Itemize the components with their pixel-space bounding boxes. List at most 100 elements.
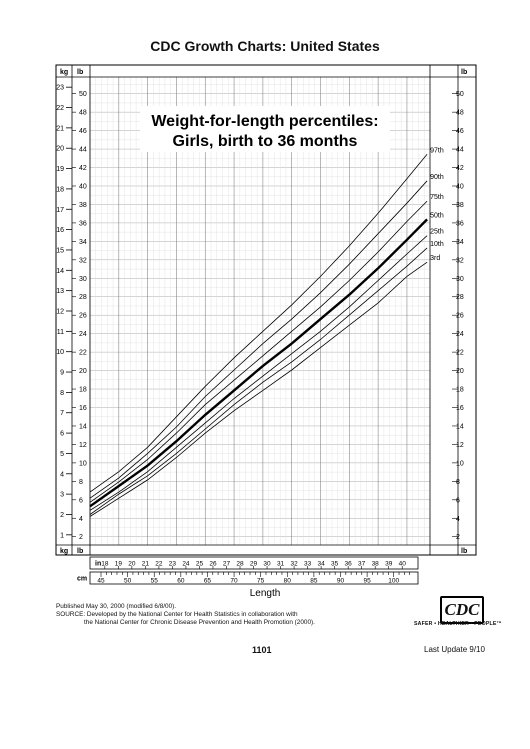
kg-tick-label: 17 xyxy=(56,207,64,214)
percentile-label-25th: 25th xyxy=(430,229,444,236)
cm-tick-label: 65 xyxy=(204,578,212,585)
percentile-label-3rd: 3rd xyxy=(430,255,440,262)
kg-tick-label: 19 xyxy=(56,166,64,173)
lb-tick-label-right: 6 xyxy=(456,497,460,504)
inch-tick-label: 24 xyxy=(182,561,190,568)
inch-tick-label: 25 xyxy=(196,561,204,568)
inch-tick-label: 39 xyxy=(385,561,393,568)
lb-tick-label-left: 34 xyxy=(79,239,87,246)
chart-title-box: Weight-for-length percentiles: Girls, bi… xyxy=(140,106,390,152)
inch-tick-label: 34 xyxy=(318,561,326,568)
lb-tick-label-left: 14 xyxy=(79,423,87,430)
kg-tick-label: 7 xyxy=(60,410,64,417)
unit-label-lb: lb xyxy=(461,548,467,555)
published-note: Published May 30, 2000 (modified 6/8/00)… xyxy=(56,603,177,610)
lb-tick-label-left: 46 xyxy=(79,128,87,135)
kg-tick-label: 22 xyxy=(56,105,64,112)
inch-scale-box xyxy=(89,556,419,570)
cm-tick-label: 50 xyxy=(124,578,132,585)
inch-tick-label: 19 xyxy=(115,561,123,568)
lb-tick-label-left: 42 xyxy=(79,165,87,172)
lb-tick-label-right: 18 xyxy=(456,387,464,394)
lb-tick-label-left: 22 xyxy=(79,350,87,357)
lb-tick-label-right: 10 xyxy=(456,460,464,467)
lb-tick-label-left: 40 xyxy=(79,183,87,190)
cm-tick-label: 100 xyxy=(388,578,399,585)
inch-tick-label: 38 xyxy=(372,561,380,568)
lb-tick-label-left: 36 xyxy=(79,220,87,227)
unit-label-lb: lb xyxy=(461,69,467,76)
kg-tick-label: 16 xyxy=(56,227,64,234)
lb-tick-label-right: 46 xyxy=(456,128,464,135)
last-update: Last Update 9/10 xyxy=(424,645,485,654)
kg-tick-label: 11 xyxy=(57,329,64,336)
lb-tick-label-right: 28 xyxy=(456,294,464,301)
inch-tick-label: 35 xyxy=(331,561,339,568)
lb-tick-label-left: 38 xyxy=(79,202,87,209)
lb-tick-label-right: 22 xyxy=(456,350,464,357)
cm-tick-label: 70 xyxy=(230,578,238,585)
inch-tick-label: 37 xyxy=(358,561,366,568)
lb-tick-label-left: 44 xyxy=(79,147,87,154)
inch-tick-label: 30 xyxy=(263,561,271,568)
chart-grid xyxy=(89,77,430,545)
lb-tick-label-left: 20 xyxy=(79,368,87,375)
lb-tick-label-right: 50 xyxy=(456,91,464,98)
kg-tick-label: 15 xyxy=(56,247,64,254)
lb-tick-label-right: 14 xyxy=(456,423,464,430)
lb-tick-label-left: 10 xyxy=(79,460,87,467)
lb-tick-label-left: 50 xyxy=(79,91,87,98)
lb-tick-label-left: 28 xyxy=(79,294,87,301)
cm-tick-label: 55 xyxy=(151,578,159,585)
lb-tick-label-right: 12 xyxy=(456,442,464,449)
lb-tick-label-left: 4 xyxy=(79,516,83,523)
unit-label-lb: lb xyxy=(77,548,83,555)
inch-unit-label: in xyxy=(95,561,101,568)
percentile-curve-75th xyxy=(89,200,428,503)
percentile-curve-25th xyxy=(89,235,428,511)
chart-title-line1: Weight-for-length percentiles: xyxy=(151,113,378,130)
lb-tick-label-right: 36 xyxy=(456,220,464,227)
lb-tick-label-left: 32 xyxy=(79,257,87,264)
lb-tick-label-right: 26 xyxy=(456,313,464,320)
kg-tick-label: 5 xyxy=(60,451,64,458)
kg-tick-label: 18 xyxy=(56,186,64,193)
chart-frame xyxy=(55,64,477,556)
kg-tick-label: 6 xyxy=(60,431,64,438)
lb-tick-label-right: 20 xyxy=(456,368,464,375)
unit-label-kg: kg xyxy=(60,548,68,555)
inch-tick-label: 26 xyxy=(209,561,217,568)
unit-label-kg: kg xyxy=(60,69,68,76)
lb-tick-label-right: 38 xyxy=(456,202,464,209)
inch-tick-label: 40 xyxy=(399,561,407,568)
lb-tick-label-right: 24 xyxy=(456,331,464,338)
inch-tick-label: 31 xyxy=(277,561,285,568)
cm-tick-label: 80 xyxy=(284,578,292,585)
cm-tick-label: 95 xyxy=(363,578,371,585)
chart-title-background xyxy=(140,106,390,152)
inch-tick-label: 20 xyxy=(128,561,136,568)
percentile-curve-97th xyxy=(89,154,428,493)
page-title: CDC Growth Charts: United States xyxy=(150,38,380,54)
kg-tick-label: 12 xyxy=(56,309,64,316)
inch-tick-label: 33 xyxy=(304,561,312,568)
lb-tick-label-left: 48 xyxy=(79,110,87,117)
kg-tick-label: 8 xyxy=(60,390,64,397)
kg-tick-label: 10 xyxy=(56,349,64,356)
percentile-label-90th: 90th xyxy=(430,174,444,181)
lb-tick-label-right: 40 xyxy=(456,183,464,190)
lb-tick-label-right: 42 xyxy=(456,165,464,172)
lb-tick-label-left: 18 xyxy=(79,387,87,394)
lb-tick-label-right: 48 xyxy=(456,110,464,117)
page-number: 1101 xyxy=(252,645,272,655)
percentile-curve-90th xyxy=(89,180,428,499)
lb-tick-label-left: 2 xyxy=(79,534,83,541)
inch-tick-label: 23 xyxy=(169,561,177,568)
source-line-2: the National Center for Chronic Disease … xyxy=(84,619,315,626)
kg-tick-label: 3 xyxy=(60,492,64,499)
cm-unit-label: cm xyxy=(77,576,87,583)
kg-tick-label: 14 xyxy=(56,268,64,275)
lb-tick-label-left: 16 xyxy=(79,405,87,412)
kg-tick-label: 21 xyxy=(56,125,64,132)
kg-tick-label: 13 xyxy=(56,288,64,295)
